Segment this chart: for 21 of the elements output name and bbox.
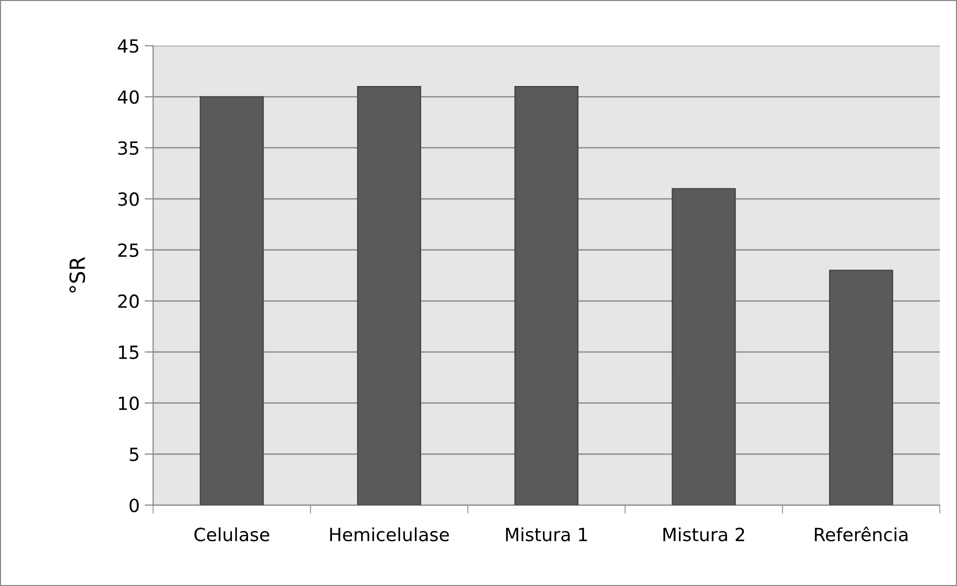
y-tick-label: 30 bbox=[118, 192, 139, 206]
y-tick-label: 15 bbox=[118, 346, 138, 360]
x-tick-label: Mistura 1 bbox=[506, 527, 587, 542]
x-tick-label: Hemicelulase bbox=[330, 527, 449, 542]
y-tick-label: 0 bbox=[130, 498, 139, 512]
bar bbox=[829, 270, 894, 506]
bar bbox=[672, 188, 736, 506]
y-tick-label: 45 bbox=[118, 39, 138, 53]
y-axis-title: °SR bbox=[69, 256, 86, 292]
x-tick-label: Celulase bbox=[194, 527, 270, 542]
x-tick-label: Referência bbox=[814, 526, 908, 542]
y-tick-label: 5 bbox=[130, 448, 138, 462]
bar bbox=[357, 86, 422, 506]
x-tick-label: Mistura 2 bbox=[663, 527, 744, 542]
y-tick-label: 10 bbox=[118, 396, 139, 410]
bar bbox=[514, 86, 578, 506]
y-tick-label: 40 bbox=[118, 90, 139, 104]
bar bbox=[200, 96, 264, 506]
y-tick-label: 25 bbox=[118, 243, 138, 258]
y-tick-label: 20 bbox=[118, 294, 139, 308]
y-tick-label: 35 bbox=[118, 141, 138, 155]
